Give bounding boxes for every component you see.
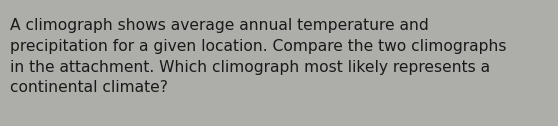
Text: A climograph shows average annual temperature and
precipitation for a given loca: A climograph shows average annual temper…: [10, 18, 507, 95]
